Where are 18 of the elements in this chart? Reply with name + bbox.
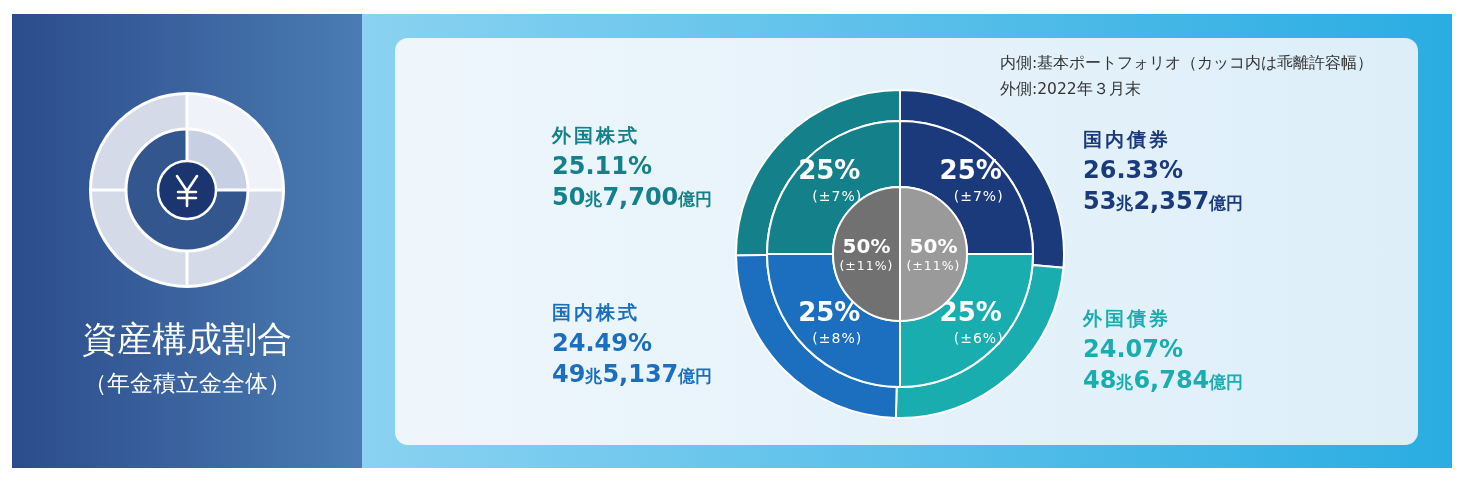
data-label: 25% (±7%) [939, 155, 1004, 205]
slice-label: 国内債券 [1083, 127, 1171, 150]
text: 資産構成割合 [82, 319, 292, 359]
text: 内側:基本ポートフォリオ（カッコ内は乖離許容幅） [1000, 54, 1374, 72]
data-label: 50% (±11%) [906, 234, 961, 273]
data-label: 50% (±11%) [839, 234, 894, 273]
text: 外側:2022年３月末 [1000, 80, 1141, 98]
data-label: 25% (±6%) [939, 296, 1004, 346]
data-label: 25.11% 50兆7,700億円 [552, 152, 713, 212]
slice-label: 外国株式 [551, 124, 640, 147]
data-label: 24.07% 48兆6,784億円 [1083, 335, 1244, 395]
slice-label: 国内株式 [552, 301, 640, 324]
data-label: 26.33% 53兆2,357億円 [1083, 155, 1244, 215]
data-label: 25% (±8%) [798, 296, 863, 346]
data-label: 24.49% 49兆5,137億円 [552, 329, 713, 389]
text: （年金積立金全体） [83, 370, 291, 396]
data-label: 25% (±7%) [798, 155, 863, 205]
slice-label: 外国債券 [1082, 307, 1171, 330]
